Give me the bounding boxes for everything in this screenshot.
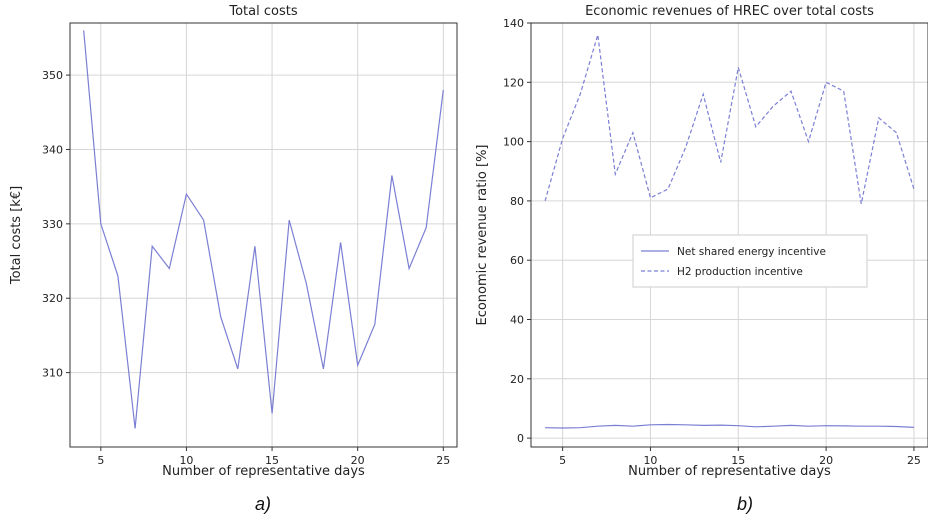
panel-a-y-tick-label: 350 (42, 69, 63, 82)
panel-a-axes-frame (70, 23, 457, 447)
panel-b-y-axis-label: Economic revenue ratio [%] (475, 144, 490, 325)
panel-b-y-tick-label: 40 (510, 314, 524, 327)
panel-b-series-line-1 (545, 35, 914, 204)
panel-b-y-tick-label: 80 (510, 195, 524, 208)
panel-b-y-tick-label: 120 (503, 76, 524, 89)
panel-a-y-tick-label: 320 (42, 292, 63, 305)
panel-a-title: Total costs (228, 4, 297, 19)
panel-b-x-tick-label: 5 (559, 454, 566, 467)
panel-b-x-tick-label: 25 (907, 454, 921, 467)
panel-a-y-axis-label: Total costs [k€] (9, 186, 24, 285)
legend-label-h2: H2 production incentive (677, 266, 803, 278)
panel-a-y-tick-label: 330 (42, 218, 63, 231)
panel-b-y-tick-label: 60 (510, 254, 524, 267)
panel-b-legend: Net shared energy incentive H2 productio… (633, 235, 867, 287)
panel-a-series-line-0 (84, 30, 444, 428)
legend-box (633, 235, 867, 287)
panel-a-x-axis-label: Number of representative days (162, 464, 365, 479)
panel-b-y-tick-label: 100 (503, 136, 524, 149)
panel-b-x-axis-label: Number of representative days (628, 464, 831, 479)
panel-b-y-tick-label: 0 (517, 432, 524, 445)
panel-a-x-tick-label: 5 (97, 454, 104, 467)
panel-a-y-tick-label: 340 (42, 143, 63, 156)
panel-a-x-tick-label: 25 (436, 454, 450, 467)
panel-a-y-tick-label: 310 (42, 367, 63, 380)
legend-label-net-shared: Net shared energy incentive (677, 246, 826, 258)
panel-b-series-line-0 (545, 425, 914, 429)
panel-b-title: Economic revenues of HREC over total cos… (585, 4, 874, 19)
panel-a-caption: a) (255, 494, 271, 514)
panel-b-caption: b) (737, 494, 753, 514)
panel-b-y-tick-label: 20 (510, 373, 524, 386)
panel-b-y-tick-label: 140 (503, 17, 524, 30)
